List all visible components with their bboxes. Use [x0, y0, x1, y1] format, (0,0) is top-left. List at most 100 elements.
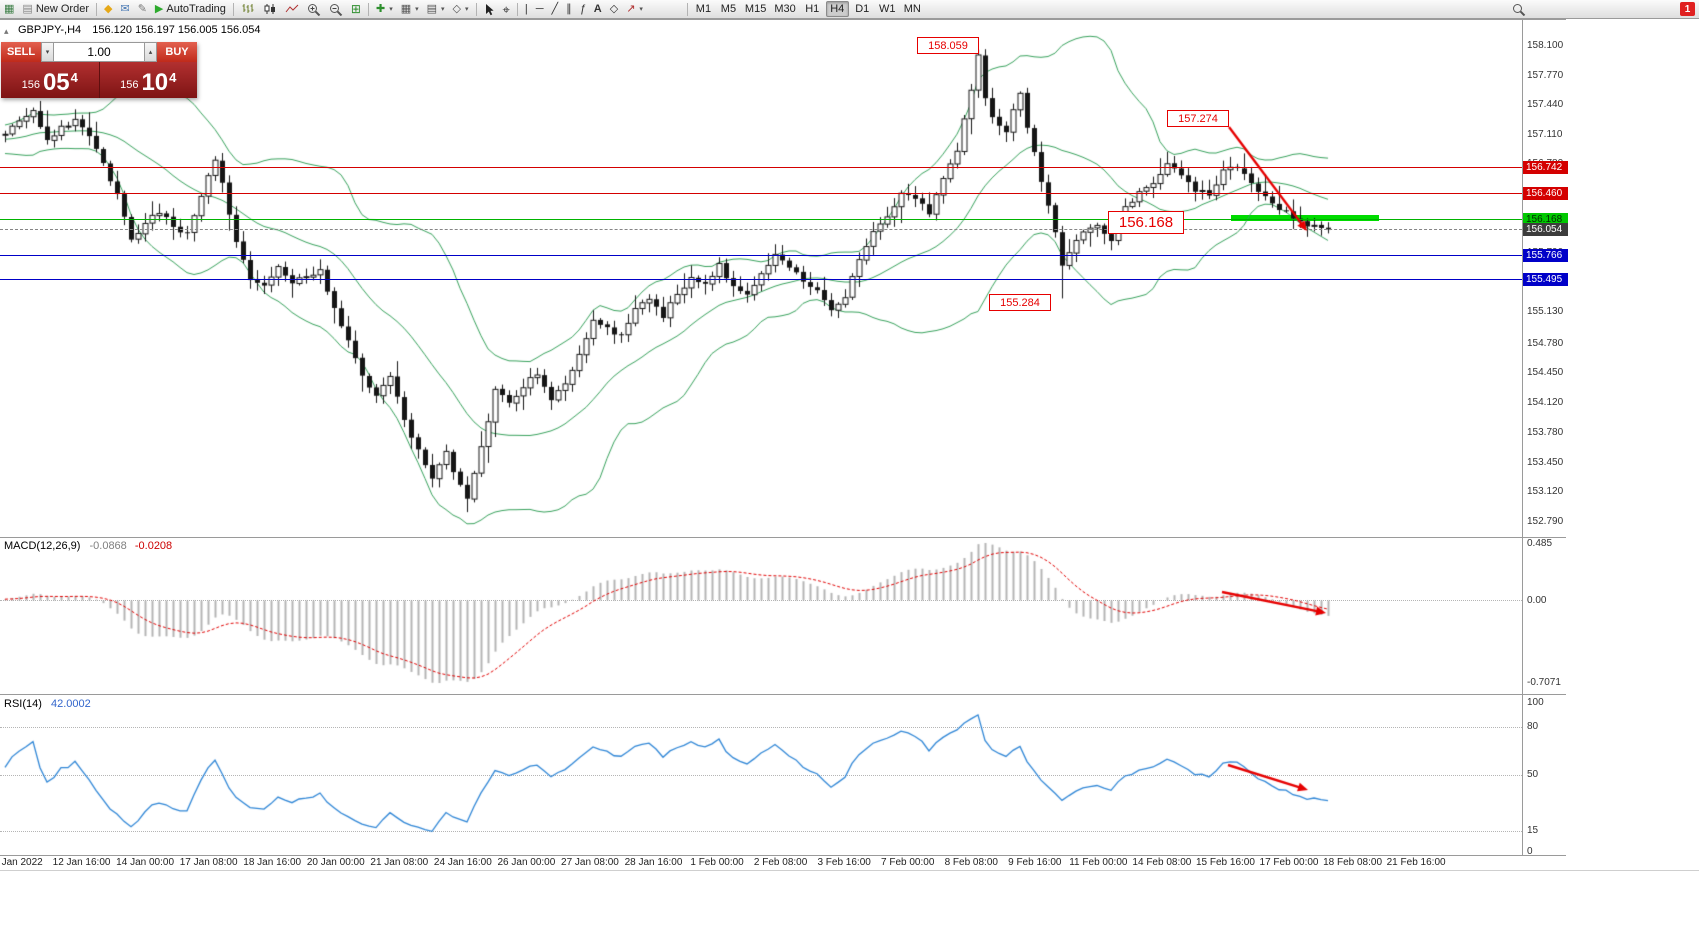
- price-axis-border[interactable]: [1522, 19, 1523, 856]
- chart-macd-splitter[interactable]: [0, 537, 1566, 538]
- time-axis-label: 7 Feb 00:00: [881, 857, 935, 868]
- horizontal-line-155.766[interactable]: [0, 254, 1522, 256]
- autotrading-button[interactable]: ▶ AutoTrading: [151, 1, 230, 18]
- scripts-button[interactable]: ✎: [134, 1, 151, 18]
- main-toolbar: ▦ ▤ New Order ◆ ✉ ✎ ▶ AutoTrading: [0, 0, 1699, 19]
- price-annotation-156.168[interactable]: 156.168: [1108, 211, 1184, 234]
- time-axis-label: 11 Feb 00:00: [1069, 857, 1128, 868]
- price-annotation-155.284[interactable]: 155.284: [989, 294, 1051, 311]
- price-axis-tick: 153.120: [1527, 486, 1564, 498]
- tile-windows-button[interactable]: ⊞: [347, 1, 365, 18]
- profiles-dropdown[interactable]: ▤ ▾: [423, 1, 449, 18]
- rsi-axis-tick: 50: [1527, 769, 1539, 780]
- horizontal-line-tool[interactable]: ─: [532, 1, 548, 18]
- fibonacci-icon: ƒ: [579, 2, 586, 15]
- text-tool[interactable]: A: [590, 1, 606, 18]
- templates-dropdown[interactable]: ◇ ▾: [449, 1, 473, 18]
- one-click-trading-panel: SELL ▾ ▴ BUY 156 05 4 156 10 4: [1, 42, 197, 98]
- tile-windows-icon: ⊞: [350, 2, 361, 16]
- arrows-tool-dropdown[interactable]: ↗ ▾: [622, 1, 647, 18]
- time-axis-label: 14 Feb 08:00: [1132, 857, 1192, 868]
- mailbox-button[interactable]: ✉: [116, 1, 133, 18]
- time-axis-label: 1 Feb 00:00: [690, 857, 744, 868]
- vertical-line-tool[interactable]: |: [521, 1, 532, 18]
- chart-window-button[interactable]: ▦: [0, 1, 18, 18]
- channel-tool[interactable]: ∥: [562, 1, 576, 18]
- time-axis-label: 21 Feb 16:00: [1386, 857, 1446, 868]
- expert-advisors-button[interactable]: ◆: [100, 1, 116, 18]
- toolbar-separator: [96, 2, 97, 16]
- channel-icon: ∥: [566, 2, 572, 15]
- buy-button[interactable]: BUY: [157, 42, 197, 62]
- volume-down-button[interactable]: ▾: [41, 42, 54, 62]
- macd-axis-tick: 0.485: [1527, 538, 1553, 549]
- notification-badge[interactable]: 1: [1680, 2, 1695, 16]
- volume-input[interactable]: [54, 42, 144, 62]
- trendline-tool[interactable]: ╱: [548, 1, 563, 18]
- symbol-period-label: GBPJPY-,H4: [18, 24, 82, 36]
- sell-price[interactable]: 156 05 4: [1, 62, 99, 98]
- horizontal-line-156.168[interactable]: [0, 218, 1522, 220]
- cursor-icon: [484, 3, 495, 16]
- price-annotation-158.059[interactable]: 158.059: [917, 37, 979, 54]
- time-axis-label: 8 Feb 08:00: [944, 857, 998, 868]
- zoom-in-button[interactable]: [303, 1, 325, 18]
- cursor-button[interactable]: [480, 1, 499, 18]
- rsi-bottom-border: [0, 855, 1566, 856]
- zoom-out-button[interactable]: [325, 1, 347, 18]
- macd-axis-tick: -0.7071: [1527, 676, 1561, 688]
- quote-panel-toggle[interactable]: ▴: [4, 26, 9, 36]
- dropdown-arrow-icon: ▾: [389, 6, 393, 13]
- price-axis-tick: 152.790: [1527, 515, 1564, 527]
- time-axis-label: 27 Jan 08:00: [561, 857, 619, 868]
- timeframe-m5[interactable]: M5: [720, 3, 737, 15]
- candlestick-chart-button[interactable]: [259, 1, 281, 18]
- search-icon: [1512, 4, 1526, 19]
- timeframe-m1[interactable]: M1: [695, 3, 712, 15]
- timeframe-mn[interactable]: MN: [903, 3, 921, 15]
- timeframe-d1[interactable]: D1: [855, 3, 870, 15]
- autotrading-label: AutoTrading: [166, 3, 226, 15]
- label-tool[interactable]: ◇: [606, 1, 622, 18]
- horizontal-line-icon: ─: [535, 2, 544, 15]
- bar-chart-icon: [241, 3, 255, 15]
- timeframe-w1[interactable]: W1: [878, 3, 896, 15]
- time-axis-label: 24 Jan 16:00: [433, 857, 492, 868]
- arrows-tool-icon: ↗: [626, 2, 636, 15]
- timeframe-h4[interactable]: H4: [825, 1, 849, 17]
- time-axis-label: 17 Jan 08:00: [179, 857, 238, 868]
- timeframe-h1[interactable]: H1: [805, 3, 820, 15]
- new-order-label: New Order: [35, 3, 89, 15]
- crosshair-button[interactable]: ⌖: [499, 1, 514, 18]
- horizontal-line-156.742[interactable]: [0, 167, 1522, 169]
- time-axis-label: 28 Jan 16:00: [624, 857, 683, 868]
- buy-price[interactable]: 156 10 4: [100, 62, 198, 98]
- new-chart-dropdown[interactable]: ▦ ▾: [397, 1, 423, 18]
- timeframe-m30[interactable]: M30: [774, 3, 796, 15]
- line-chart-button[interactable]: [281, 1, 303, 18]
- bar-chart-button[interactable]: [237, 1, 259, 18]
- sell-button[interactable]: SELL: [1, 42, 41, 62]
- horizontal-line-156.460[interactable]: [0, 192, 1522, 194]
- chart-top-border: [0, 19, 1566, 20]
- price-annotation-157.274[interactable]: 157.274: [1167, 110, 1229, 127]
- sell-price-pip: 4: [70, 70, 78, 85]
- fibonacci-tool[interactable]: ƒ: [576, 1, 590, 18]
- price-axis-tick: 158.100: [1527, 40, 1564, 51]
- new-order-button[interactable]: ▤ New Order: [18, 1, 93, 18]
- indicators-button[interactable]: ✚ ▾: [372, 1, 397, 18]
- mailbox-icon: ✉: [120, 2, 130, 15]
- timeframe-m15[interactable]: M15: [744, 3, 767, 15]
- macd-rsi-splitter[interactable]: [0, 694, 1566, 695]
- time-axis-label: 15 Feb 16:00: [1195, 857, 1255, 868]
- horizontal-line-155.495[interactable]: [0, 279, 1522, 280]
- expert-advisors-icon: ◆: [104, 2, 113, 15]
- timeline-bottom-border: [0, 870, 1699, 871]
- volume-up-button[interactable]: ▴: [144, 42, 157, 62]
- search-button[interactable]: [1512, 3, 1526, 19]
- buy-price-prefix: 156: [120, 79, 139, 91]
- buy-price-big: 10: [141, 69, 169, 96]
- time-axis-label: 18 Jan 16:00: [243, 857, 302, 868]
- price-tag-156.742: 156.742: [1523, 161, 1568, 175]
